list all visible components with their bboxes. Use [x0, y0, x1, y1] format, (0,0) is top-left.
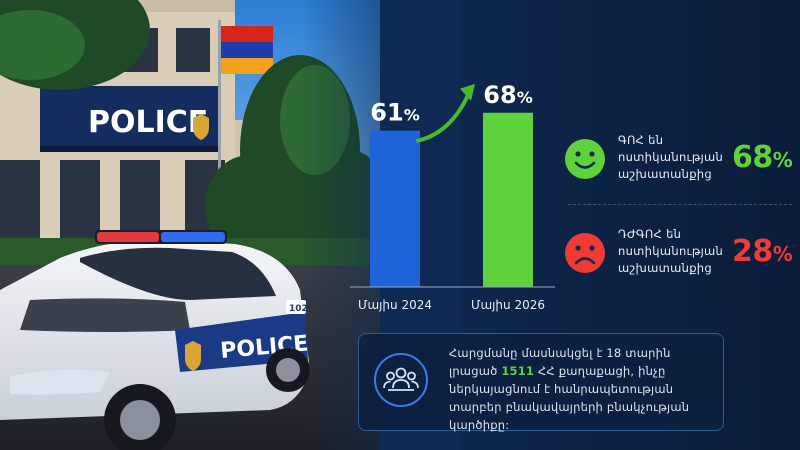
- bar-value-label-1: 61%: [370, 99, 419, 127]
- unsatisfied-label: ԴԺԳՈՀ են ոստիկանության աշխատանքից: [618, 227, 724, 275]
- bar-1: [370, 130, 420, 287]
- car-plate-text: 102: [289, 304, 308, 314]
- smile-face-icon: [565, 139, 605, 179]
- bar-value-label-2: 68%: [483, 81, 532, 109]
- satisfied-stat: ԳՈՀ են ոստիկանության աշխատանքից 68%: [560, 118, 795, 198]
- category-label-2: Մայիս 2026: [471, 298, 545, 312]
- building-police-sign: POLICE: [88, 105, 208, 140]
- growth-arrow-head: [460, 83, 475, 101]
- unsatisfied-percent: 28%: [732, 234, 793, 269]
- stat-divider: [568, 204, 792, 205]
- police-car: POLICE 102: [0, 230, 310, 450]
- people-group-icon: [374, 353, 428, 407]
- category-label-1: Մայիս 2024: [358, 298, 432, 312]
- satisfied-label: ԳՈՀ են ոստիկանության աշխատանքից: [618, 133, 724, 181]
- sad-face-icon: [565, 233, 605, 273]
- survey-info-text: Հարցմանը մասնակցել է 18 տարին լրացած 151…: [449, 346, 690, 432]
- satisfied-percent: 68%: [732, 140, 793, 175]
- survey-info-box: Հարցմանը մասնակցել է 18 տարին լրացած 151…: [358, 333, 724, 432]
- bar-2: [483, 112, 533, 287]
- growth-arrow: [416, 88, 472, 143]
- bar-chart: 61% Մայիս 2024 68% Մայիս 2026: [350, 81, 555, 312]
- unsatisfied-stat: ԴԺԳՈՀ են ոստիկանության աշխատանքից 28%: [560, 212, 795, 292]
